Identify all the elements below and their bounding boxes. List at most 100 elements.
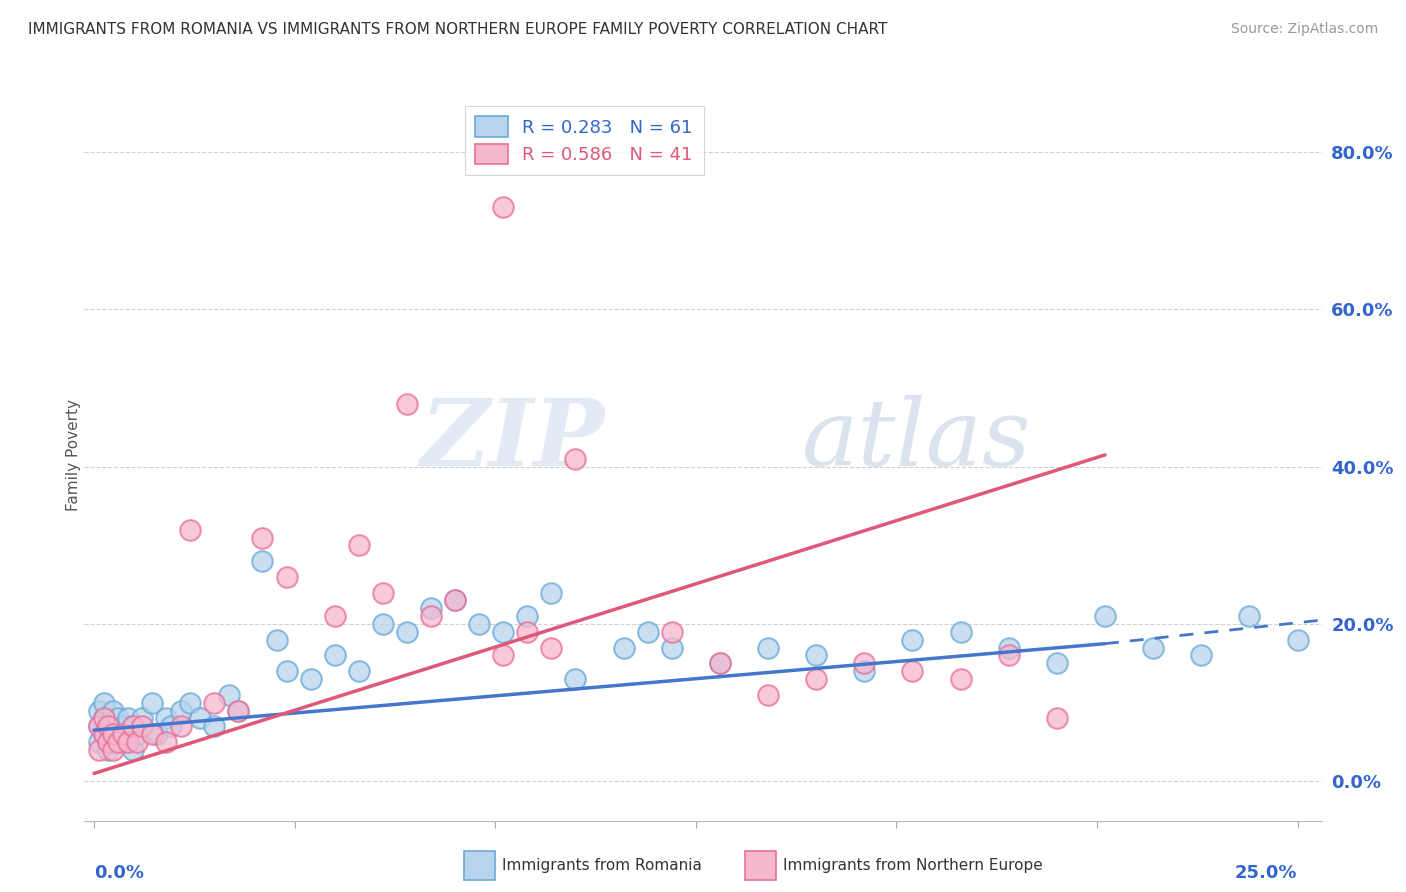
Point — [145, 727, 167, 741]
Point — [97, 735, 120, 749]
Text: Immigrants from Northern Europe: Immigrants from Northern Europe — [783, 858, 1043, 872]
Point — [444, 593, 467, 607]
Legend: R = 0.283   N = 61, R = 0.586   N = 41: R = 0.283 N = 61, R = 0.586 N = 41 — [464, 105, 703, 175]
Point — [516, 609, 538, 624]
Point — [709, 657, 731, 671]
Text: 25.0%: 25.0% — [1234, 863, 1298, 882]
Point — [131, 719, 153, 733]
Point — [179, 696, 201, 710]
Point — [131, 711, 153, 725]
Point — [252, 554, 274, 568]
Point — [202, 719, 225, 733]
Point — [997, 640, 1019, 655]
Point — [276, 664, 298, 678]
Point — [468, 617, 491, 632]
Point — [1239, 609, 1261, 624]
Point — [444, 593, 467, 607]
Point — [804, 648, 827, 663]
Point — [188, 711, 211, 725]
Point — [756, 640, 779, 655]
Point — [347, 538, 370, 552]
Text: IMMIGRANTS FROM ROMANIA VS IMMIGRANTS FROM NORTHERN EUROPE FAMILY POVERTY CORREL: IMMIGRANTS FROM ROMANIA VS IMMIGRANTS FR… — [28, 22, 887, 37]
Point — [901, 632, 924, 647]
Point — [853, 657, 876, 671]
Point — [87, 743, 110, 757]
Point — [516, 624, 538, 639]
Text: Immigrants from Romania: Immigrants from Romania — [502, 858, 702, 872]
Text: ZIP: ZIP — [420, 395, 605, 485]
Point — [420, 601, 443, 615]
Point — [117, 727, 139, 741]
Point — [141, 727, 163, 741]
Point — [564, 451, 586, 466]
Point — [637, 624, 659, 639]
Point — [347, 664, 370, 678]
Point — [87, 704, 110, 718]
Point — [492, 624, 515, 639]
Point — [1046, 657, 1069, 671]
Point — [949, 672, 972, 686]
Point — [107, 727, 129, 741]
Point — [93, 711, 115, 725]
Point — [266, 632, 288, 647]
Point — [1142, 640, 1164, 655]
Point — [127, 727, 149, 741]
Point — [97, 719, 120, 733]
Point — [97, 743, 120, 757]
Point — [103, 727, 125, 741]
Point — [107, 711, 129, 725]
Point — [103, 743, 125, 757]
Point — [179, 523, 201, 537]
Point — [160, 719, 183, 733]
Point — [169, 704, 191, 718]
Point — [87, 735, 110, 749]
Point — [93, 727, 115, 741]
Point — [997, 648, 1019, 663]
Text: Source: ZipAtlas.com: Source: ZipAtlas.com — [1230, 22, 1378, 37]
Point — [949, 624, 972, 639]
Point — [540, 585, 562, 599]
Point — [93, 727, 115, 741]
Point — [121, 719, 143, 733]
Point — [1189, 648, 1212, 663]
Point — [169, 719, 191, 733]
Point — [97, 719, 120, 733]
Point — [323, 648, 346, 663]
Point — [853, 664, 876, 678]
Point — [127, 735, 149, 749]
Point — [87, 719, 110, 733]
Point — [901, 664, 924, 678]
Point — [228, 704, 250, 718]
Point — [87, 719, 110, 733]
Point — [323, 609, 346, 624]
Point — [492, 200, 515, 214]
Point — [540, 640, 562, 655]
Point — [103, 704, 125, 718]
Point — [141, 696, 163, 710]
Point — [117, 711, 139, 725]
Point — [395, 624, 418, 639]
Point — [661, 640, 683, 655]
Point — [661, 624, 683, 639]
Point — [1046, 711, 1069, 725]
Text: 0.0%: 0.0% — [94, 863, 143, 882]
Point — [371, 617, 394, 632]
Point — [756, 688, 779, 702]
Point — [276, 570, 298, 584]
Point — [111, 735, 134, 749]
Point — [121, 719, 143, 733]
Point — [299, 672, 322, 686]
Point — [117, 735, 139, 749]
Point — [804, 672, 827, 686]
Point — [121, 743, 143, 757]
Point — [420, 609, 443, 624]
Point — [1094, 609, 1116, 624]
Point — [395, 397, 418, 411]
Point — [93, 711, 115, 725]
Point — [202, 696, 225, 710]
Point — [252, 531, 274, 545]
Point — [107, 735, 129, 749]
Point — [1286, 632, 1309, 647]
Text: atlas: atlas — [801, 395, 1032, 485]
Point — [613, 640, 636, 655]
